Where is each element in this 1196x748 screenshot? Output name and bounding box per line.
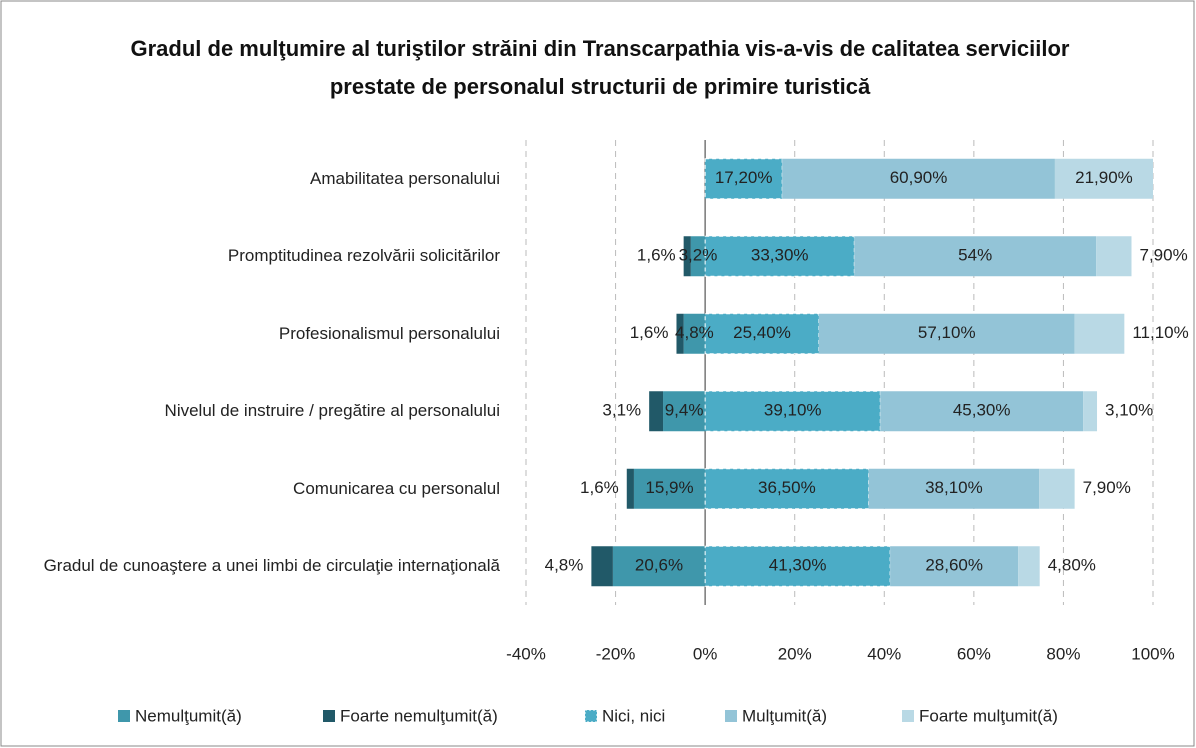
category-text: Gradul de cunoaştere a unei limbi de cir… xyxy=(43,556,500,576)
bar-segment xyxy=(880,391,1084,432)
legend-swatch xyxy=(902,710,914,722)
bar-segment xyxy=(704,313,820,355)
x-tick-label: -40% xyxy=(506,644,546,663)
category-label: Promptitudinea rezolvării solicitărilor xyxy=(20,243,500,269)
data-label: 39,10% xyxy=(764,401,822,420)
legend-swatch xyxy=(323,710,335,722)
x-tick-label: 60% xyxy=(957,644,991,663)
data-label: 17,20% xyxy=(715,168,773,187)
category-text: Amabilitatea personalului xyxy=(310,168,500,188)
bar-segment xyxy=(683,236,691,277)
bar-segment xyxy=(690,236,706,277)
x-tick-label: 100% xyxy=(1131,644,1174,663)
data-label: 4,80% xyxy=(1048,556,1096,575)
data-label: 3,10% xyxy=(1105,401,1153,420)
data-label: 41,30% xyxy=(769,556,827,575)
data-label: 28,60% xyxy=(925,556,983,575)
chart-title: Gradul de mulţumire al turiştilor străin… xyxy=(130,36,1070,99)
bar-segment xyxy=(704,545,891,587)
bar-segment xyxy=(1039,468,1075,509)
data-label: 33,30% xyxy=(751,246,809,265)
data-label: 15,9% xyxy=(645,478,693,497)
data-label: 7,90% xyxy=(1140,246,1188,265)
data-label: 1,6% xyxy=(630,323,669,342)
data-label: 45,30% xyxy=(953,401,1011,420)
bar-segment xyxy=(782,158,1055,199)
x-tick-label: 80% xyxy=(1046,644,1080,663)
bar-segment xyxy=(704,468,870,510)
bar-segment xyxy=(683,313,706,354)
bar-segment xyxy=(704,390,881,432)
legend-label: Foarte nemulţumit(ă) xyxy=(340,706,498,725)
bar-segment xyxy=(663,391,706,432)
bar-segment xyxy=(704,158,783,200)
x-tick-label: 40% xyxy=(867,644,901,663)
category-label: Profesionalismul personalului xyxy=(20,321,500,347)
bar-segment xyxy=(626,468,634,509)
bar-segment xyxy=(612,546,706,587)
legend-swatch xyxy=(725,710,737,722)
category-label: Gradul de cunoaştere a unei limbi de cir… xyxy=(20,553,500,579)
category-label: Amabilitatea personalului xyxy=(20,166,500,192)
data-label: 20,6% xyxy=(635,556,683,575)
data-label: 3,2% xyxy=(679,246,718,265)
bar-segment xyxy=(676,313,684,354)
data-label: 1,6% xyxy=(580,478,619,497)
data-label: 11,10% xyxy=(1132,323,1188,342)
data-label: 21,90% xyxy=(1075,168,1133,187)
data-label: 38,10% xyxy=(925,478,983,497)
x-tick-label: 20% xyxy=(778,644,812,663)
data-label: 7,90% xyxy=(1083,478,1131,497)
bar-segment xyxy=(1083,391,1098,432)
data-label: 1,6% xyxy=(637,246,676,265)
data-label: 36,50% xyxy=(758,478,816,497)
bar-segment xyxy=(1018,546,1040,587)
category-label: Comunicarea cu personalul xyxy=(20,476,500,502)
category-text: Profesionalismul personalului xyxy=(278,323,500,343)
category-text: Promptitudinea rezolvării solicitărilor xyxy=(227,246,500,266)
legend-label: Nici, nici xyxy=(602,706,665,725)
bar-segment xyxy=(1054,158,1153,199)
category-text: Comunicarea cu personalul xyxy=(293,478,500,498)
data-label: 60,90% xyxy=(890,168,948,187)
data-label: 4,8% xyxy=(675,323,714,342)
legend-label: Mulţumit(ă) xyxy=(742,706,827,725)
bar-segment xyxy=(868,468,1040,509)
legend-swatch xyxy=(118,710,130,722)
bar-segment xyxy=(854,236,1097,277)
bar-segment xyxy=(1074,313,1125,354)
data-label: 4,8% xyxy=(545,556,584,575)
x-tick-label: 0% xyxy=(693,644,718,663)
data-label: 57,10% xyxy=(918,323,976,342)
data-label: 25,40% xyxy=(733,323,791,342)
legend-swatch xyxy=(584,709,598,723)
category-label: Nivelul de instruire / pregătire al pers… xyxy=(20,398,500,424)
bar-segment xyxy=(633,468,706,509)
category-text: Nivelul de instruire / pregătire al pers… xyxy=(164,401,500,421)
data-label: 54% xyxy=(958,246,992,265)
bar-segment xyxy=(649,391,664,432)
legend-label: Foarte mulţumit(ă) xyxy=(919,706,1058,725)
bar-segment xyxy=(818,313,1075,354)
x-tick-label: -20% xyxy=(596,644,636,663)
legend-label: Nemulţumit(ă) xyxy=(135,706,242,725)
data-label: 3,1% xyxy=(602,401,641,420)
bar-segment xyxy=(591,546,613,587)
bar-segment xyxy=(890,546,1019,587)
bar-segment xyxy=(1096,236,1132,277)
data-label: 9,4% xyxy=(665,401,704,420)
